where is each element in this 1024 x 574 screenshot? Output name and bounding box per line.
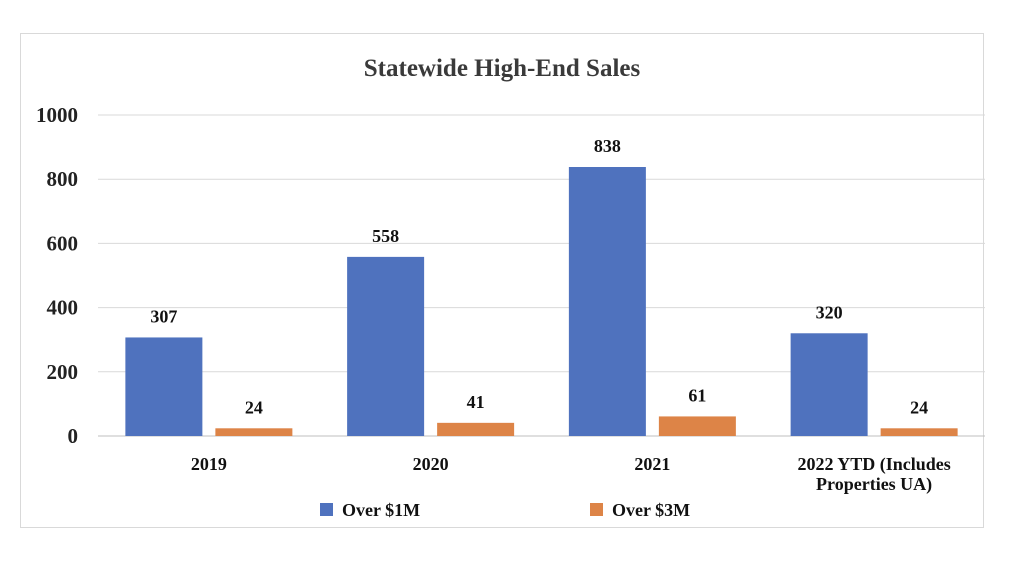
bar-over-1m xyxy=(347,256,425,436)
data-label: 24 xyxy=(910,397,928,417)
bar-over-1m xyxy=(568,167,646,436)
bar-over-3m xyxy=(437,422,515,436)
data-label: 24 xyxy=(245,397,263,417)
legend: Over $1M Over $3M xyxy=(320,500,690,520)
x-tick-label: 2021 xyxy=(634,454,670,474)
legend-label: Over $1M xyxy=(342,500,420,520)
y-tick-label: 200 xyxy=(47,360,79,384)
legend-label: Over $3M xyxy=(612,500,690,520)
data-label: 41 xyxy=(467,392,485,412)
x-tick-label: 2020 xyxy=(413,454,449,474)
bars xyxy=(125,167,958,436)
y-tick-label: 1000 xyxy=(36,103,78,127)
data-label: 838 xyxy=(594,136,621,156)
x-tick-line: 2022 YTD (Includes xyxy=(797,454,950,475)
data-label: 558 xyxy=(372,226,399,246)
data-label: 307 xyxy=(150,306,177,326)
y-tick-label: 0 xyxy=(68,424,79,448)
x-axis-ticks: 2019 2020 2021 2022 YTD (Includes Properties… xyxy=(191,454,951,495)
bar-over-3m xyxy=(880,428,958,436)
y-tick-label: 600 xyxy=(47,231,79,255)
x-tick-line: Properties UA) xyxy=(816,474,932,495)
x-tick-line: 2020 xyxy=(413,454,449,474)
x-tick-line: 2019 xyxy=(191,454,227,474)
x-tick-line: 2021 xyxy=(634,454,670,474)
bar-over-1m xyxy=(790,333,868,436)
x-tick-label: 2022 YTD (Includes Properties UA) xyxy=(797,454,950,495)
bar-over-3m xyxy=(658,416,736,436)
legend-swatch xyxy=(320,503,333,516)
data-label: 61 xyxy=(688,385,706,405)
x-tick-label: 2019 xyxy=(191,454,227,474)
legend-swatch xyxy=(590,503,603,516)
y-axis-ticks: 0 200 400 600 800 1000 xyxy=(36,103,78,448)
data-labels: 307 558 838 320 24 41 61 24 xyxy=(150,136,928,417)
chart-title: Statewide High-End Sales xyxy=(364,55,641,82)
bar-over-3m xyxy=(215,428,293,436)
bar-over-1m xyxy=(125,337,203,436)
data-label: 320 xyxy=(816,302,843,322)
y-tick-label: 800 xyxy=(47,167,79,191)
y-tick-label: 400 xyxy=(47,296,79,320)
